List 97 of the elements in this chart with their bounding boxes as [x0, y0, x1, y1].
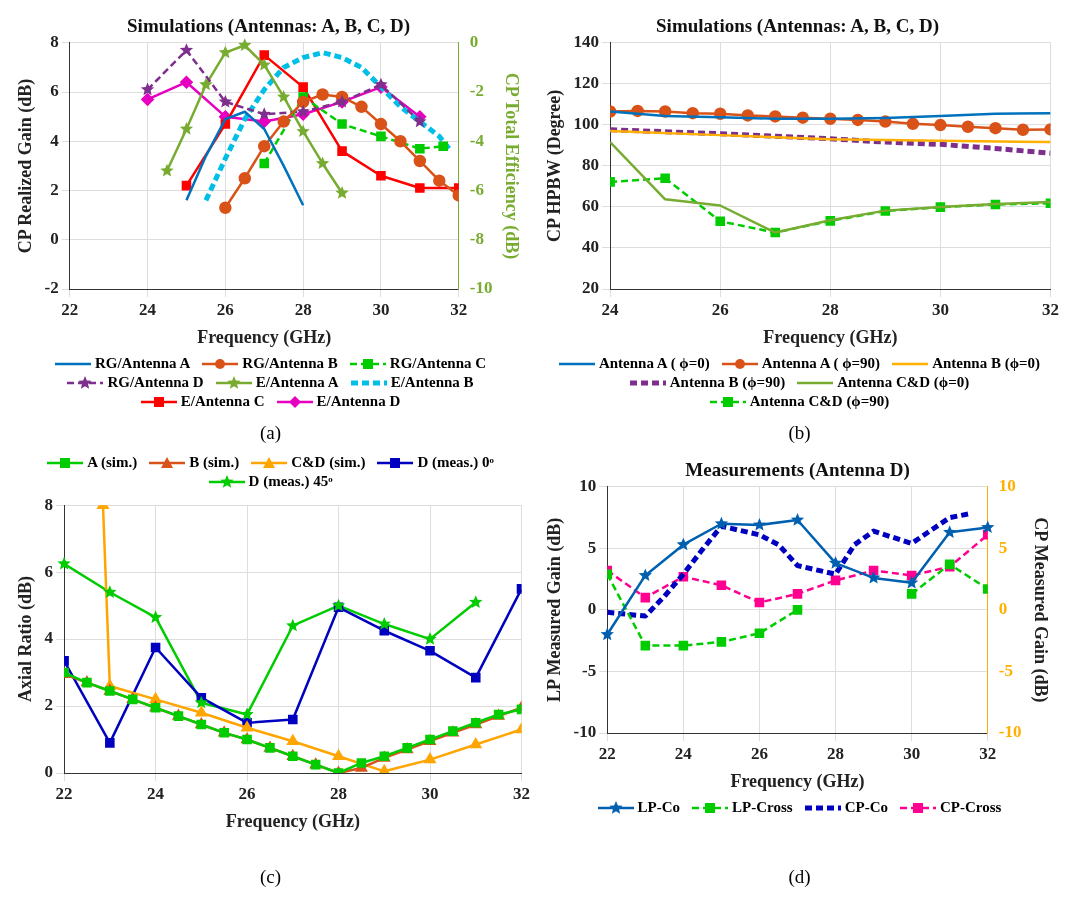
x-tick-label: 32 — [513, 783, 530, 803]
y2-tick-label: 0 — [998, 599, 1008, 619]
x-tick-label: 24 — [139, 299, 157, 319]
x-tick-label: 30 — [421, 783, 439, 803]
y-tick-label: 100 — [573, 114, 600, 134]
y2-tick-label: -4 — [469, 130, 485, 150]
legend-label: E/Antenna A — [255, 374, 339, 391]
y-tick-label: 6 — [50, 81, 59, 101]
legend-label: E/Antenna C — [180, 393, 265, 410]
y2-tick-label: -6 — [469, 179, 484, 199]
x-tick-label: 32 — [1042, 299, 1059, 319]
y-tick-label: 20 — [582, 278, 600, 298]
text: (c) — [258, 866, 283, 889]
y-tick-label: 10 — [579, 476, 597, 496]
legend-label: RG/Antenna C — [389, 355, 487, 372]
y-tick-label: 4 — [44, 628, 54, 648]
x-tick-label: 28 — [330, 783, 348, 803]
y-tick-label: 2 — [44, 695, 54, 715]
y-tick-label: 2 — [50, 179, 59, 199]
legend-label: LP-Co — [637, 799, 681, 816]
x-tick-label: 28 — [294, 299, 312, 319]
legend-label: CP-Cross — [940, 799, 1002, 816]
legend-label: E/Antenna B — [390, 374, 474, 391]
legend-label: Antenna A ( ϕ=0) — [598, 355, 710, 372]
legend-label: D (meas.) 45ᵒ — [248, 473, 333, 490]
y2-tick-label: -2 — [469, 81, 484, 101]
x-axis-title: Frequency (GHz) — [225, 810, 360, 832]
y2-axis-title: CP Total Efficiency (dB) — [500, 72, 522, 260]
legend-label: Antenna A ( ϕ=90) — [761, 355, 881, 372]
chart-title: Measurements (Antenna D) — [685, 459, 910, 482]
x-tick-label: 22 — [61, 299, 79, 319]
y-tick-label: 60 — [582, 196, 600, 216]
y2-axis-title: CP Measured Gain (dB) — [1029, 517, 1051, 703]
y-axis-title: CP Realized Gain (dB) — [15, 78, 37, 254]
text: (b) — [787, 422, 812, 445]
chart-title: Simulations (Antennas: A, B, C, D) — [656, 15, 939, 38]
x-tick-label: 32 — [979, 743, 997, 763]
y-tick-label: -5 — [582, 660, 597, 680]
y-tick-label: 6 — [44, 561, 54, 581]
y2-tick-label: -10 — [469, 278, 493, 298]
legend-label: B (sim.) — [189, 454, 240, 471]
y-axis-title: CP HPBW (Degree) — [544, 89, 566, 243]
y-tick-label: 120 — [573, 73, 600, 93]
y-tick-label: 0 — [587, 599, 597, 619]
x-tick-label: 22 — [598, 743, 616, 763]
y-tick-label: 8 — [50, 32, 59, 52]
text: (a) — [258, 422, 283, 445]
x-axis-title: Frequency (GHz) — [763, 326, 898, 348]
legend-label: D (meas.) 0ᵒ — [417, 454, 494, 471]
y-tick-label: 80 — [582, 155, 600, 175]
x-tick-label: 24 — [601, 299, 620, 319]
legend-label: Antenna C&D (ϕ=90) — [749, 393, 890, 410]
x-tick-label: 26 — [750, 743, 768, 763]
legend-label: Antenna B (ϕ=0) — [932, 355, 1041, 372]
y-tick-label: 4 — [50, 130, 60, 150]
y-tick-label: 0 — [44, 762, 54, 782]
y2-tick-label: 10 — [998, 476, 1016, 496]
y-tick-label: 5 — [587, 537, 597, 557]
y-tick-label: -10 — [573, 722, 597, 742]
legend-label: RG/Antenna D — [107, 374, 204, 391]
legend-label: Antenna B (ϕ=90) — [669, 374, 786, 391]
y2-tick-label: -5 — [998, 660, 1013, 680]
x-axis-title: Frequency (GHz) — [730, 770, 865, 792]
x-tick-label: 24 — [674, 743, 693, 763]
chart-title: Simulations (Antennas: A, B, C, D) — [127, 15, 410, 38]
x-tick-label: 28 — [827, 743, 845, 763]
x-tick-label: 26 — [238, 783, 256, 803]
legend-label: LP-Cross — [732, 799, 793, 816]
y-tick-label: 40 — [582, 237, 600, 257]
x-tick-label: 28 — [821, 299, 839, 319]
x-tick-label: 32 — [450, 299, 468, 319]
legend-label: C&D (sim.) — [291, 454, 366, 471]
y-tick-label: 140 — [573, 32, 600, 52]
x-tick-label: 30 — [903, 743, 921, 763]
x-tick-label: 24 — [147, 783, 165, 803]
x-tick-label: 22 — [55, 783, 73, 803]
x-tick-label: 26 — [711, 299, 729, 319]
legend-label: A (sim.) — [87, 454, 138, 471]
text: (d) — [787, 866, 812, 889]
legend-label: E/Antenna D — [316, 393, 401, 410]
legend-label: RG/Antenna B — [242, 355, 338, 372]
y-axis-title: LP Measured Gain (dB) — [544, 517, 566, 702]
y2-tick-label: 0 — [469, 32, 479, 52]
legend-label: CP-Co — [844, 799, 888, 816]
y2-tick-label: -10 — [998, 722, 1022, 742]
legend-label: RG/Antenna A — [94, 355, 191, 372]
x-tick-label: 30 — [931, 299, 949, 319]
y-axis-title: Axial Ratio (dB) — [15, 576, 37, 703]
y-tick-label: 8 — [44, 494, 54, 514]
legend-label: Antenna C&D (ϕ=0) — [837, 374, 970, 391]
x-tick-label: 30 — [372, 299, 390, 319]
y-tick-label: -2 — [44, 278, 59, 298]
y2-tick-label: -8 — [469, 229, 484, 249]
y-tick-label: 0 — [50, 229, 59, 249]
y2-tick-label: 5 — [998, 537, 1008, 557]
x-axis-title: Frequency (GHz) — [197, 326, 332, 348]
x-tick-label: 26 — [216, 299, 234, 319]
